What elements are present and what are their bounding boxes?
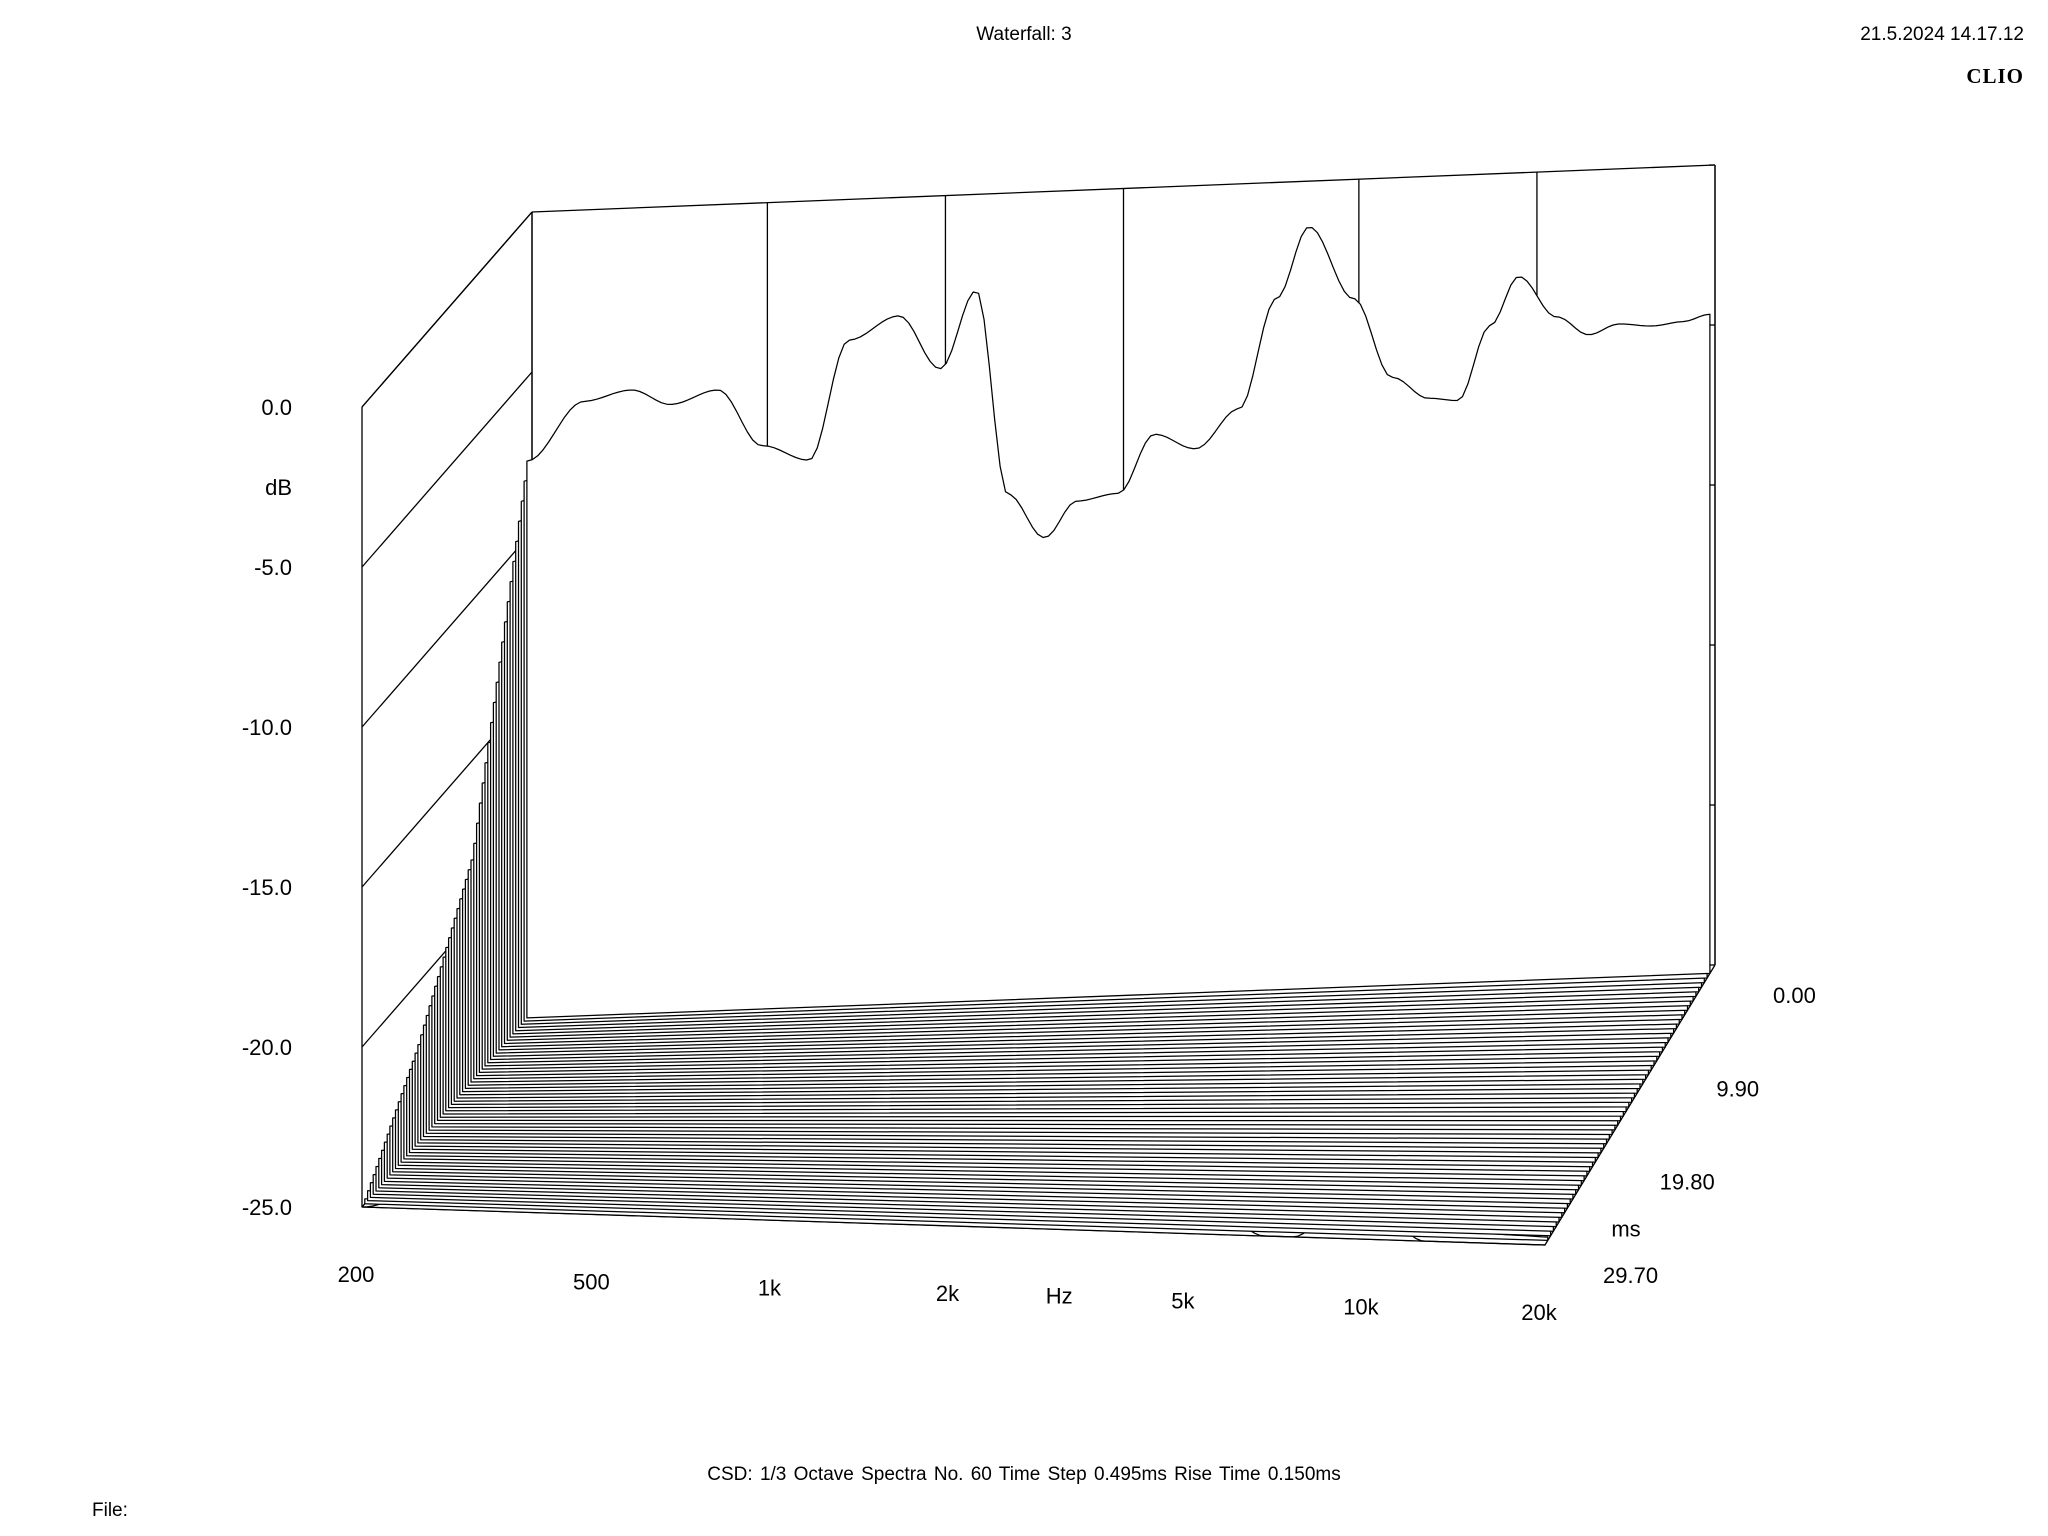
y-tick-label: -5.0: [254, 555, 292, 580]
timestamp: 21.5.2024 14.17.12: [1860, 24, 2024, 45]
left-wall-gridline: [361, 211, 533, 408]
chart-title: Waterfall: 3: [976, 24, 1072, 45]
brand-logo: CLIO: [1966, 64, 2024, 88]
measurement-info: CSD: 1/3 Octave Spectra No. 60 Time Step…: [707, 1464, 1341, 1485]
x-tick-label: 10k: [1343, 1294, 1379, 1319]
y-tick-label: -15.0: [242, 875, 292, 900]
decay-spectra: [361, 226, 1711, 1246]
spectrum-slice: [526, 226, 1711, 1019]
y-tick-label: -25.0: [242, 1195, 292, 1220]
x-tick-label: 5k: [1171, 1289, 1195, 1314]
file-label: File:: [92, 1500, 128, 1521]
y-tick-label: -10.0: [242, 715, 292, 740]
x-tick-label: 2k: [936, 1281, 960, 1306]
x-tick-label: 500: [573, 1270, 610, 1295]
x-tick-label: 1k: [758, 1275, 782, 1300]
y-tick-label: -20.0: [242, 1035, 292, 1060]
z-tick-label: 19.80: [1660, 1170, 1715, 1195]
z-axis-label: ms: [1611, 1216, 1640, 1241]
y-tick-label: 0.0: [261, 395, 292, 420]
z-tick-label: 9.90: [1716, 1076, 1759, 1101]
z-tick-label: 0.00: [1773, 983, 1816, 1008]
x-axis-label: Hz: [1046, 1284, 1073, 1309]
x-tick-label: 20k: [1521, 1300, 1557, 1325]
left-wall-gridline: [361, 371, 533, 568]
z-tick-label: 29.70: [1603, 1263, 1658, 1288]
x-tick-label: 200: [338, 1262, 375, 1287]
y-axis-label: dB: [265, 475, 292, 500]
axis-labels: 0.0 -5.0 -10.0 -15.0 -20.0 -25.0 dB 200 500 1k 2k 5…: [242, 395, 1816, 1325]
left-wall-gridline: [361, 531, 533, 728]
